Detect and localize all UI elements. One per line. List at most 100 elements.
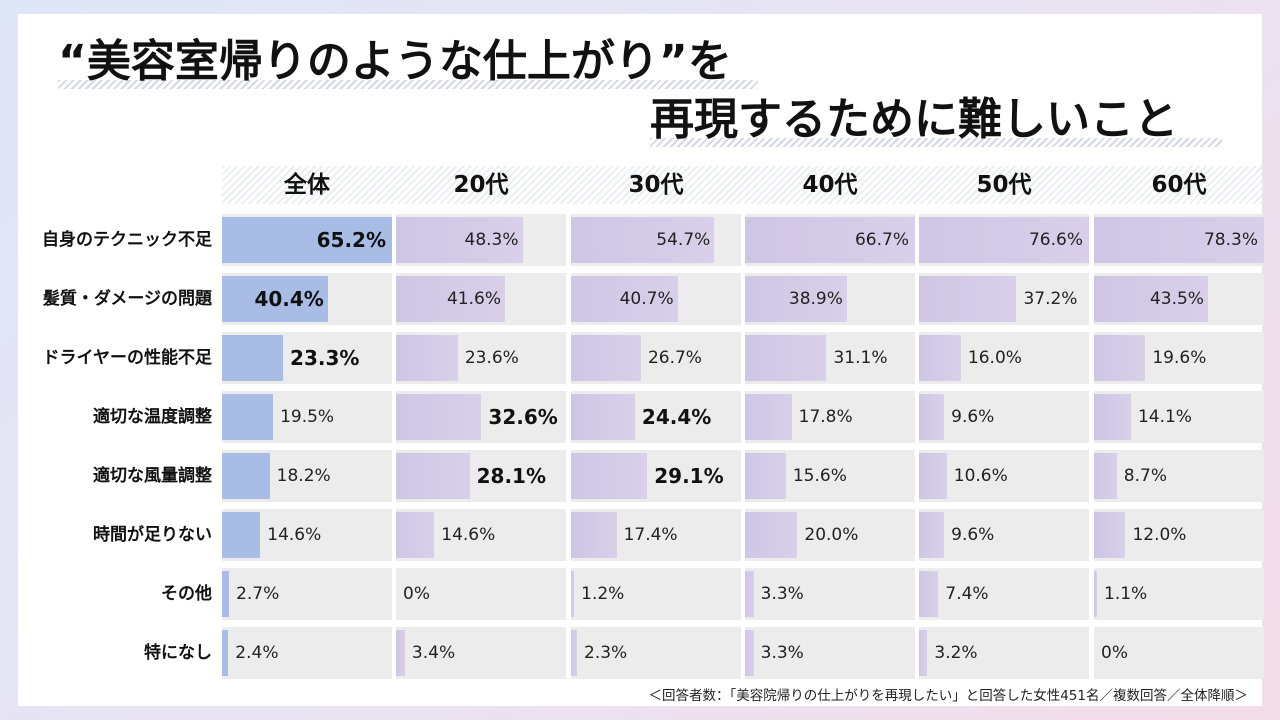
bar-4-4 [919,453,947,499]
value-label-3-3: 17.8% [798,407,853,427]
value-label-5-3: 14.1% [1137,407,1192,427]
column-header-1: 20代 [453,172,509,198]
bar-2-6 [571,571,575,617]
value-label-1-7: 3.4% [411,643,456,663]
value-label-3-6: 3.3% [760,584,804,604]
chart-title-line-1: “美容室帰りのような仕上がり”を [58,36,732,87]
chart-title-line-2: 再現するために難しいこと [650,94,1178,145]
cell-background [222,627,392,679]
bar-4-3 [919,394,945,440]
value-label-4-6: 7.4% [945,584,989,604]
chart-card: “美容室帰りのような仕上がり”を 再現するために難しいこと ＜回答者数：「美容院… [18,14,1264,706]
row-label-0: 自身のテクニック不足 [42,230,212,250]
bar-2-0 [571,217,715,263]
cell-background [745,568,915,620]
value-label-0-7: 2.4% [235,643,279,663]
row-label-5: 時間が足りない [93,525,212,545]
cell-background [222,568,392,620]
value-label-5-2: 19.6% [1152,348,1207,368]
bar-3-2 [745,335,827,381]
bar-4-2 [919,335,961,381]
value-label-1-2: 23.6% [464,348,519,368]
cell-background [571,627,741,679]
value-label-3-1: 38.9% [788,289,843,309]
bar-5-5 [1094,512,1126,558]
column-header-3: 40代 [802,172,858,198]
cell-background [919,391,1089,443]
cell-background [745,627,915,679]
column-header-band [222,166,1262,204]
cell-background [919,509,1089,561]
value-label-5-5: 12.0% [1132,525,1187,545]
title-underline-2 [650,138,1222,147]
bar-5-0 [1094,217,1264,263]
value-label-2-5: 17.4% [623,525,678,545]
bar-2-3 [571,394,635,440]
value-label-2-4: 29.1% [654,464,724,488]
value-label-1-5: 14.6% [441,525,496,545]
column-header-5: 60代 [1151,172,1207,198]
bar-5-6 [1094,571,1097,617]
value-label-5-0: 78.3% [1203,230,1258,250]
value-label-0-0: 65.2% [316,228,386,252]
bar-1-0 [396,217,523,263]
value-label-0-1: 40.4% [254,287,324,311]
value-label-2-7: 2.3% [584,643,628,663]
title-underline-1 [58,80,758,89]
bar-0-1 [222,276,328,322]
row-label-1: 髪質・ダメージの問題 [42,289,212,309]
cell-background [396,568,566,620]
bar-0-5 [222,512,261,558]
footnote: ＜回答者数：「美容院帰りの仕上がりを再現したい」と回答した女性451名／複数回答… [648,688,1248,704]
value-label-3-0: 66.7% [854,230,909,250]
column-header-2: 30代 [628,172,684,198]
bar-1-5 [396,512,435,558]
value-label-1-4: 28.1% [476,464,546,488]
row-label-3: 適切な温度調整 [93,407,212,427]
value-label-5-1: 43.5% [1149,289,1204,309]
cell-background [919,450,1089,502]
bar-3-0 [745,217,915,263]
row-label-6: その他 [161,584,212,604]
bar-3-7 [745,630,754,676]
bar-5-2 [1094,335,1146,381]
cell-background [571,568,741,620]
value-label-3-4: 15.6% [792,466,847,486]
value-label-5-4: 8.7% [1123,466,1167,486]
value-label-2-0: 54.7% [656,230,711,250]
value-label-0-6: 2.7% [236,584,280,604]
row-label-7: 特になし [144,643,212,663]
bar-4-7 [919,630,928,676]
bar-2-4 [571,453,648,499]
bar-3-3 [745,394,792,440]
bar-0-4 [222,453,270,499]
value-label-1-6: 0% [403,584,430,604]
row-label-4: 適切な風量調整 [93,466,212,486]
cell-background [1094,627,1264,679]
value-label-4-5: 9.6% [951,525,995,545]
value-label-2-1: 40.7% [619,289,674,309]
value-label-0-3: 19.5% [280,407,335,427]
bar-3-5 [745,512,798,558]
row-label-2: ドライヤーの性能不足 [42,348,213,368]
bar-1-4 [396,453,470,499]
bar-0-3 [222,394,274,440]
value-label-1-0: 48.3% [464,230,519,250]
value-label-0-2: 23.3% [290,346,360,370]
cell-background [396,627,566,679]
value-label-5-6: 1.1% [1104,584,1148,604]
value-label-0-4: 18.2% [276,466,331,486]
value-label-1-1: 41.6% [446,289,501,309]
value-label-3-2: 31.1% [833,348,888,368]
value-label-4-3: 9.6% [951,407,995,427]
bar-0-6 [222,571,230,617]
value-label-1-3: 32.6% [488,405,558,429]
bar-3-1 [745,276,847,322]
value-label-0-5: 14.6% [267,525,322,545]
bar-1-3 [396,394,482,440]
bar-5-4 [1094,453,1117,499]
bar-0-2 [222,335,284,381]
value-label-2-2: 26.7% [647,348,702,368]
bar-4-5 [919,512,945,558]
bar-4-0 [919,217,1089,263]
